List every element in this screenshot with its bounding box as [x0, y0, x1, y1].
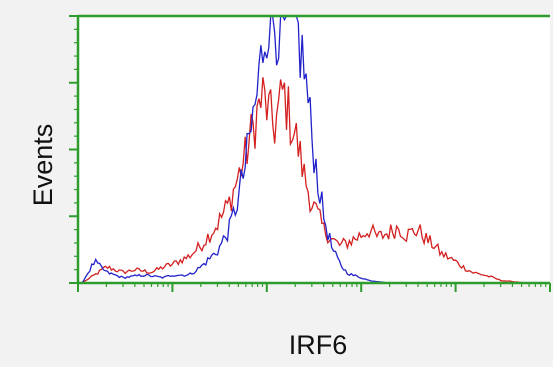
series-line-1: [78, 77, 550, 284]
x-axis-label: IRF6: [289, 330, 348, 360]
axis-layer: [69, 14, 551, 292]
plot-background: [78, 16, 550, 283]
y-axis-label: Events: [28, 124, 58, 207]
